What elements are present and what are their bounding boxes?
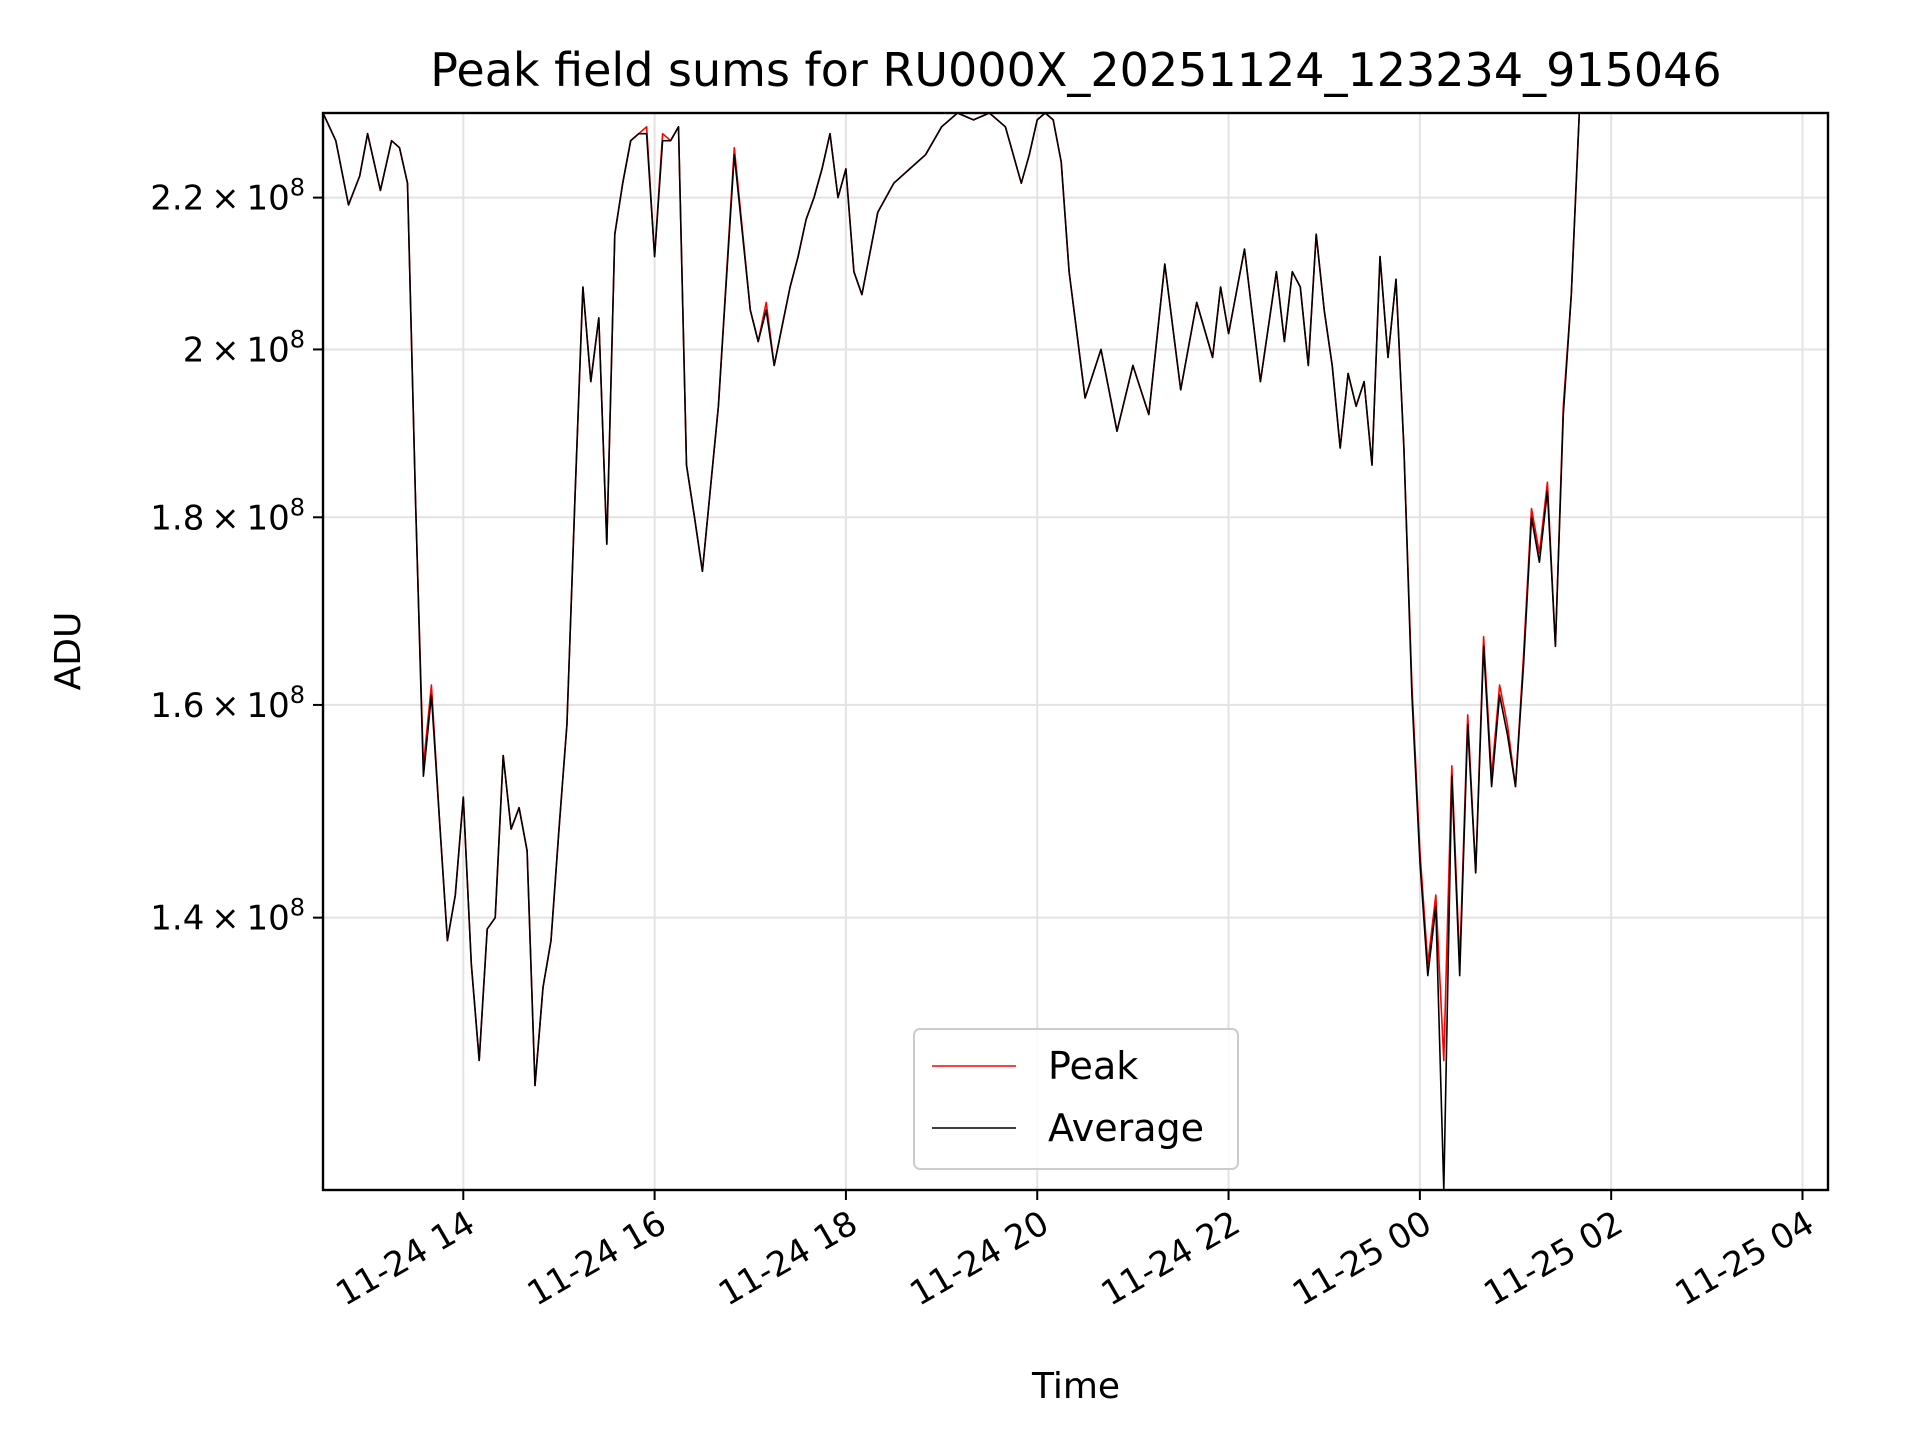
y-tick-label: 2.2 × 108	[150, 174, 305, 219]
y-tick-label: 2 × 108	[183, 325, 305, 370]
y-axis-ticks: 1.4 × 108 1.6 × 108 1.8 × 108 2 × 108 2.2 × …	[150, 174, 323, 939]
y-tick-label: 1.8 × 108	[150, 493, 305, 538]
plot-frame	[321, 111, 1830, 1192]
legend: Peak Average	[913, 1028, 1239, 1170]
legend-label-average: Average	[1048, 1106, 1204, 1150]
y-tick-label: 1.6 × 108	[150, 681, 305, 726]
series-line-average	[322, 112, 1581, 1191]
x-axis-label: Time	[1031, 1366, 1120, 1407]
y-axis-label: ADU	[48, 612, 89, 691]
legend-label-peak: Peak	[1048, 1044, 1138, 1088]
series-lines	[322, 112, 1581, 1191]
legend-box	[913, 1028, 1239, 1170]
chart-title: Peak field sums for RU000X_20251124_1232…	[430, 43, 1721, 97]
y-tick-label: 1.4 × 108	[150, 894, 305, 939]
